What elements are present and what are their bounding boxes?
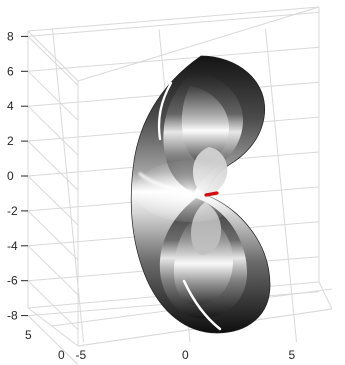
z-tick-label: -6 xyxy=(7,274,18,288)
z-tick-label: -8 xyxy=(7,309,18,323)
z-tick-label: 0 xyxy=(7,169,14,183)
marker-group xyxy=(204,191,219,197)
z-grid-line xyxy=(27,11,320,37)
y-tick-label: 5 xyxy=(25,328,32,342)
z-grid-line xyxy=(27,46,320,72)
surface-lower-white-band xyxy=(182,279,222,331)
x-grid-line xyxy=(52,28,84,343)
x-tick-label: -5 xyxy=(76,348,87,362)
axis-box-line xyxy=(27,6,320,32)
axis-box-line xyxy=(318,281,333,310)
z-tick-label: -2 xyxy=(7,204,18,218)
z-depth-grid-line xyxy=(27,315,79,365)
z-depth-grid-line xyxy=(27,105,79,156)
axis-box-line xyxy=(77,6,320,82)
x-grid-line xyxy=(265,28,297,343)
y-tick-label: 0 xyxy=(58,348,65,362)
z-tick-label: 4 xyxy=(7,99,14,113)
z-depth-grid-line xyxy=(27,210,79,261)
center-marker xyxy=(204,191,219,197)
z-depth-grid-line xyxy=(27,36,79,86)
tick-labels: 8 6 4 2 0 -2 -4 -6 -8 -5 0 5 0 5 xyxy=(7,29,296,362)
z-depth-grid-line xyxy=(27,70,79,121)
z-depth-grid-line xyxy=(27,280,79,331)
surface xyxy=(130,55,271,334)
z-depth-grid-line xyxy=(27,140,79,191)
x-tick-label: 0 xyxy=(182,348,189,362)
z-tick-label: 8 xyxy=(7,29,14,43)
z-tick-label: 2 xyxy=(7,134,14,148)
z-tick-label: -4 xyxy=(7,239,18,253)
axis-box-line xyxy=(27,30,79,82)
surface-edge-highlight xyxy=(137,171,204,195)
x-tick-label: 5 xyxy=(289,348,296,362)
surface-upper-ring xyxy=(181,86,230,167)
z-depth-grid-line xyxy=(27,175,79,226)
z-tick-label: 6 xyxy=(7,64,14,78)
axis-box-line xyxy=(27,307,79,347)
surface-left-white-band xyxy=(157,81,173,141)
z-depth-grid-line xyxy=(27,245,79,296)
